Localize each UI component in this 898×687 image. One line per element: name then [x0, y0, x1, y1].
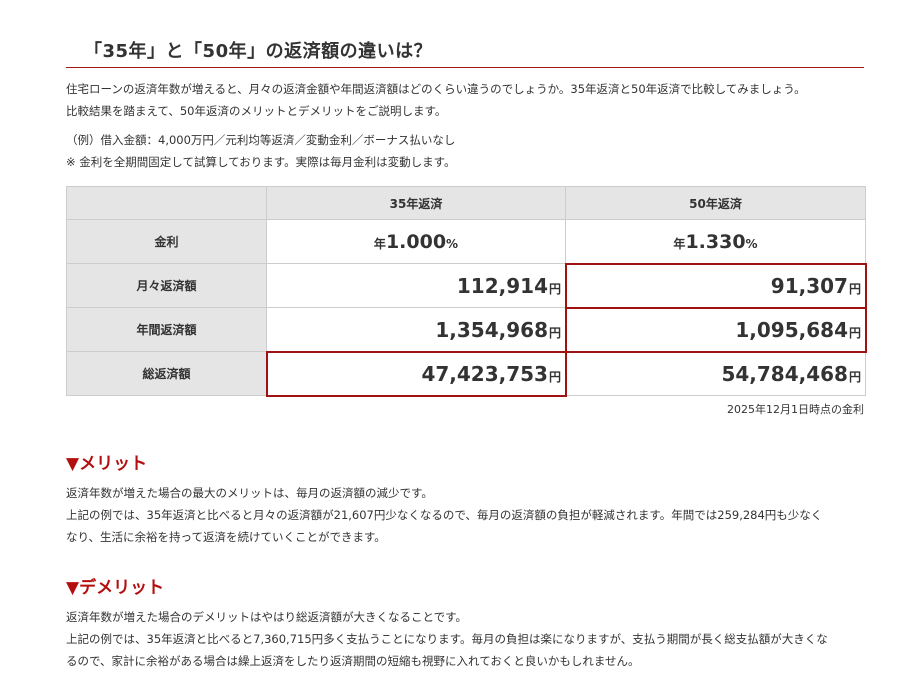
row-header-rate: 金利 [66, 219, 267, 264]
table-row-rate: 金利 年1.000% 年1.330% [66, 219, 866, 264]
annual-35-cell: 1,354,968円 [266, 307, 566, 352]
row-header-monthly: 月々返済額 [66, 263, 267, 308]
table-corner-cell [66, 186, 267, 220]
demerit-heading: ▼デメリット [66, 578, 165, 598]
rate-prefix: 年 [673, 236, 686, 251]
rate-50-cell: 年1.330% [565, 219, 866, 264]
merit-heading: ▼メリット [66, 454, 148, 474]
comparison-table: 35年返済 50年返済 金利 年1.000% 年1.330% 月々返済額 112… [66, 186, 867, 397]
table-row-monthly: 月々返済額 112,914円 91,307円 [66, 262, 867, 309]
example-conditions: （例）借入金額：4,000万円／元利均等返済／変動金利／ボーナス払いなし ※ 金… [66, 129, 455, 173]
monthly-35-cell: 112,914円 [266, 263, 566, 308]
table-row-annual: 年間返済額 1,354,968円 1,095,684円 [66, 306, 867, 353]
yen-unit: 円 [548, 369, 561, 384]
yen-unit: 円 [548, 281, 561, 296]
section-heading: 「35年」と「50年」の返済額の違いは？ [66, 34, 864, 68]
total-35-value: 47,423,753 [421, 361, 548, 386]
yen-unit: 円 [548, 325, 561, 340]
example-note: ※ 金利を全期間固定して試算しております。実際は毎月金利は変動します。 [66, 155, 456, 169]
yen-unit: 円 [848, 369, 861, 384]
merit-line: なり、生活に余裕を持って返済を続けていくことができます。 [66, 530, 386, 544]
rate-suffix: % [446, 236, 459, 251]
intro-paragraph: 住宅ローンの返済年数が増えると、月々の返済金額や年間返済額はどのくらい違うのでし… [66, 78, 806, 122]
annual-50-value: 1,095,684 [735, 317, 848, 342]
intro-line: 住宅ローンの返済年数が増えると、月々の返済金額や年間返済額はどのくらい違うのでし… [66, 82, 806, 96]
example-line: （例）借入金額：4,000万円／元利均等返済／変動金利／ボーナス払いなし [66, 133, 456, 147]
yen-unit: 円 [848, 281, 861, 296]
merit-paragraph: 返済年数が増えた場合の最大のメリットは、毎月の返済額の減少です。 上記の例では、… [66, 482, 822, 548]
merit-line: 返済年数が増えた場合の最大のメリットは、毎月の返済額の減少です。 [66, 486, 433, 500]
merit-line: 上記の例では、35年返済と比べると月々の返済額が21,607円少なくなるので、毎… [66, 508, 823, 522]
rate-as-of-note: 2025年12月1日時点の金利 [727, 403, 864, 416]
rate-50-value: 1.330 [685, 230, 746, 253]
rate-suffix: % [745, 236, 758, 251]
yen-unit: 円 [848, 325, 861, 340]
column-header-50: 50年返済 [565, 186, 866, 220]
demerit-line: 上記の例では、35年返済と比べると7,360,715円多く支払うことになります。… [66, 632, 828, 646]
demerit-line: 返済年数が増えた場合のデメリットはやはり総返済額が大きくなることです。 [66, 610, 468, 624]
demerit-line: るので、家計に余裕がある場合は繰上返済をしたり返済期間の短縮も視野に入れておくと… [66, 654, 640, 668]
row-header-annual: 年間返済額 [66, 307, 267, 352]
column-header-35: 35年返済 [266, 186, 566, 220]
demerit-paragraph: 返済年数が増えた場合のデメリットはやはり総返済額が大きくなることです。 上記の例… [66, 606, 828, 672]
rate-prefix: 年 [373, 236, 386, 251]
table-row-total: 総返済額 47,423,753円 54,784,468円 [66, 350, 866, 397]
row-header-total: 総返済額 [66, 351, 267, 396]
table-header-row: 35年返済 50年返済 [66, 186, 866, 220]
annual-50-cell-highlighted: 1,095,684円 [564, 306, 867, 353]
rate-35-cell: 年1.000% [266, 219, 566, 264]
rate-35-value: 1.000 [385, 230, 447, 253]
monthly-50-value: 91,307 [770, 273, 848, 298]
total-50-cell: 54,784,468円 [565, 351, 866, 396]
intro-line: 比較結果を踏まえて、50年返済のメリットとデメリットをご説明します。 [66, 104, 447, 118]
monthly-50-cell-highlighted: 91,307円 [564, 262, 867, 309]
monthly-35-value: 112,914 [456, 273, 548, 298]
page-title: 「35年」と「50年」の返済額の違いは？ [84, 41, 433, 62]
total-50-value: 54,784,468 [721, 361, 848, 386]
total-35-cell-highlighted: 47,423,753円 [265, 350, 567, 397]
annual-35-value: 1,354,968 [435, 317, 548, 342]
